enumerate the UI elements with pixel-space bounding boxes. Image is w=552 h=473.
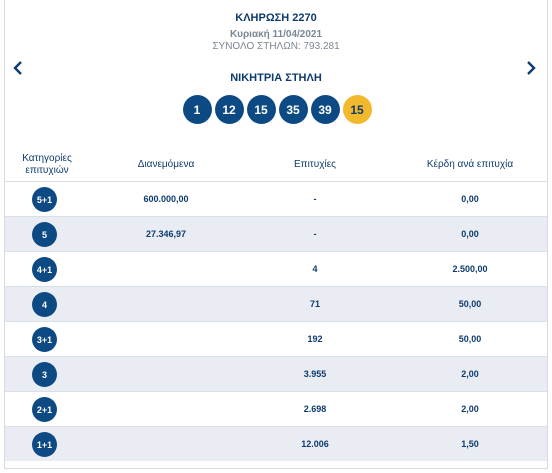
category-badge: 4+1 bbox=[32, 257, 57, 282]
header-categories-line1: Κατηγορίες bbox=[22, 153, 72, 164]
table-row: 1+1 12.006 1,50 bbox=[5, 426, 547, 461]
table-row: 2+1 2.698 2,00 bbox=[5, 391, 547, 426]
draw-title: ΚΛΗΡΩΣΗ 2270 bbox=[235, 12, 317, 24]
table-row: 4+1 4 2.500,00 bbox=[5, 251, 547, 286]
distributed-cell: 27.346,97 bbox=[145, 229, 187, 239]
prize-cell: 2,00 bbox=[461, 369, 479, 379]
prize-table: 5+1 600.000,00 - 0,00 5 27.346,97 - 0,00… bbox=[5, 181, 547, 461]
category-badge: 3 bbox=[32, 362, 57, 387]
header-categories-line2: επιτυχιών bbox=[25, 165, 69, 176]
table-row: 3+1 192 50,00 bbox=[5, 321, 547, 356]
draw-date: Κυριακή 11/04/2021 bbox=[229, 29, 323, 40]
category-badge: 5 bbox=[32, 222, 57, 247]
header-prize: Κέρδη ανά επιτυχία bbox=[426, 159, 514, 170]
winners-cell: 12.006 bbox=[301, 439, 329, 449]
header-distributed: Διανεμόμενα bbox=[137, 159, 195, 170]
previous-draw-button[interactable] bbox=[8, 58, 28, 78]
prize-cell: 0,00 bbox=[461, 194, 479, 204]
prize-cell: 50,00 bbox=[458, 299, 482, 309]
distributed-cell bbox=[111, 287, 221, 321]
distributed-cell bbox=[111, 357, 221, 391]
category-badge: 4 bbox=[32, 292, 57, 317]
joker-ball: 15 bbox=[342, 95, 372, 124]
category-badge: 1+1 bbox=[32, 432, 57, 457]
number-ball: 39 bbox=[310, 95, 340, 124]
winners-cell: 192 bbox=[307, 334, 323, 344]
winners-cell: 4 bbox=[312, 264, 318, 274]
prize-cell: 1,50 bbox=[461, 439, 479, 449]
distributed-cell bbox=[111, 252, 221, 286]
table-header: Κατηγορίες επιτυχιών Διανεμόμενα Επιτυχί… bbox=[5, 150, 547, 181]
distributed-cell bbox=[111, 427, 221, 461]
number-ball: 12 bbox=[214, 95, 244, 124]
table-row: 5+1 600.000,00 - 0,00 bbox=[5, 181, 547, 216]
next-draw-button[interactable] bbox=[521, 58, 541, 78]
total-columns: ΣΥΝΟΛΟ ΣΤΗΛΩΝ: 793.281 bbox=[212, 41, 340, 52]
prize-cell: 50,00 bbox=[458, 334, 482, 344]
prize-cell: 2.500,00 bbox=[452, 264, 488, 274]
winners-cell: - bbox=[313, 194, 317, 204]
winners-cell: 3.955 bbox=[303, 369, 327, 379]
distributed-cell bbox=[111, 322, 221, 356]
category-badge: 2+1 bbox=[32, 397, 57, 422]
category-badge: 5+1 bbox=[32, 187, 57, 212]
winning-numbers: 1 12 15 35 39 15 bbox=[0, 95, 552, 124]
header-winners: Επιτυχίες bbox=[294, 159, 336, 170]
table-row: 3 3.955 2,00 bbox=[5, 356, 547, 391]
results-panel bbox=[4, 0, 548, 469]
number-ball: 35 bbox=[278, 95, 308, 124]
number-ball: 15 bbox=[246, 95, 276, 124]
winners-cell: 71 bbox=[309, 299, 320, 309]
header-categories: Κατηγορίες επιτυχιών bbox=[5, 153, 89, 177]
number-ball: 1 bbox=[182, 95, 212, 124]
distributed-cell bbox=[111, 392, 221, 426]
distributed-cell: 600.000,00 bbox=[143, 194, 189, 204]
table-row: 5 27.346,97 - 0,00 bbox=[5, 216, 547, 251]
table-row: 4 71 50,00 bbox=[5, 286, 547, 321]
category-badge: 3+1 bbox=[32, 327, 57, 352]
winning-column-title: ΝΙΚΗΤΡΙΑ ΣΤΗΛΗ bbox=[230, 72, 322, 84]
chevron-right-icon bbox=[527, 61, 536, 75]
winners-cell: - bbox=[313, 229, 317, 239]
winners-cell: 2.698 bbox=[303, 404, 327, 414]
prize-cell: 2,00 bbox=[461, 404, 479, 414]
chevron-left-icon bbox=[13, 61, 22, 75]
prize-cell: 0,00 bbox=[461, 229, 479, 239]
